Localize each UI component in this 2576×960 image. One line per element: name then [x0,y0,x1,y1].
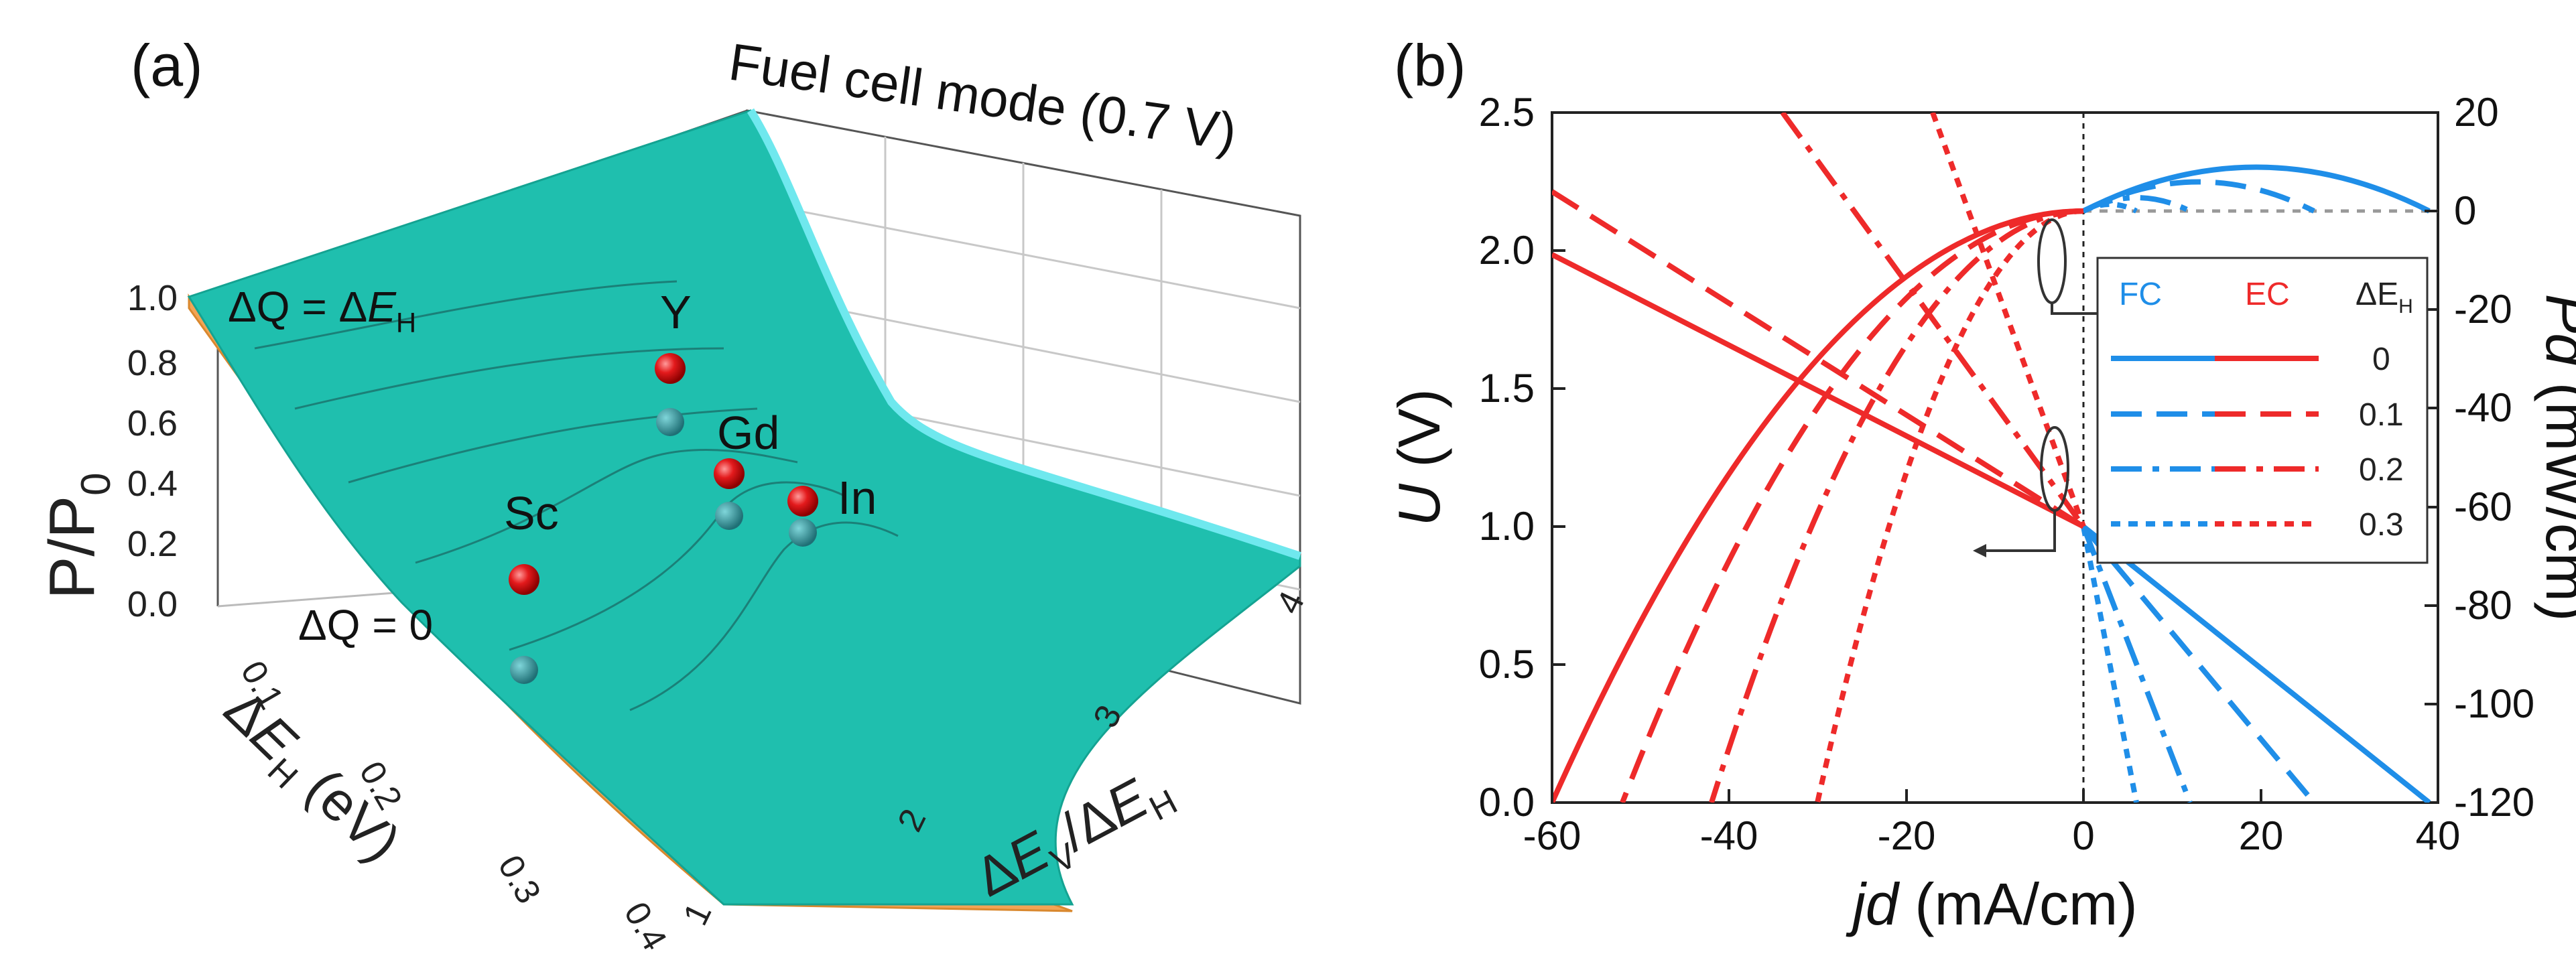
contour-line [629,521,899,711]
panel-b-label: (b) [1394,32,1466,98]
point-sc [509,564,539,595]
u-ec-0.1 [1552,189,2085,529]
pd-fc-0.3 [2082,202,2138,214]
legend-header-ec: EC [2245,277,2290,312]
panel-a-label: (a) [131,32,203,98]
u-fc-0.2 [2081,525,2193,803]
y2-tick-label: -100 [2454,681,2534,726]
point-in [787,486,818,517]
y2-tick-label: -60 [2454,484,2512,529]
pd-fc-0.1 [2082,179,2315,214]
x-tick-label: 0.4 [617,896,674,957]
x-tick-label: 40 [2416,813,2461,858]
pd-ec-0 [1552,208,2084,803]
y-tick-label: 2.0 [1479,228,1535,273]
panel-b: (b) [1386,32,2576,937]
x-tick-label: 20 [2239,813,2284,858]
y-tick-label: 1 [676,897,720,931]
x-tick-label: -40 [1700,813,1758,858]
plot-curves [1552,113,2431,803]
y2-tick-label: 20 [2454,90,2499,135]
legend-label-0.3: 0.3 [2359,507,2404,543]
point-shadow-y [656,408,684,436]
legend-header-fc: FC [2119,277,2162,312]
z-tick-label: 0.4 [127,464,178,504]
contour-line [254,280,678,350]
panel-a: (a) Fuel cell mode (0.7 V) [36,32,1312,957]
surface-right-edge [747,108,1301,560]
point-label-in: In [838,472,877,524]
point-shadow-in [789,519,817,547]
y-tick-label: 1.5 [1479,366,1535,411]
pd-fc-0.2 [2082,195,2191,214]
y2-axis-b: -120 -100 -80 -60 -40 -20 0 20 Pd (mW/cm… [2454,90,2576,825]
z-tick-label: 0.6 [127,403,178,443]
u-fc-0.3 [2081,526,2139,803]
point-label-sc: Sc [504,487,559,539]
point-shadow-gd [715,502,743,530]
legend-header-deh: ΔEH [2356,277,2413,318]
x-tick-label: -60 [1523,813,1582,858]
y-tick-label: 2.5 [1479,90,1535,135]
z-tick-label: 0.8 [127,343,178,383]
legend-label-0: 0 [2372,342,2390,377]
x-axis-b: -60 -40 -20 0 20 40 jd (mA/cm) [1523,813,2461,937]
point-y [655,353,686,384]
data-points: Sc Y Gd In [504,286,877,684]
legend-box [2096,257,2429,564]
indicator-arrowhead-voltage [1973,544,1986,557]
z-axis-title: P/P0 [36,472,119,599]
y2-tick-label: -20 [2454,287,2512,332]
legend-label-0.2: 0.2 [2359,452,2404,488]
y2-tick-label: -80 [2454,583,2512,628]
contour-line [294,347,724,410]
z-tick-label: 0.0 [127,584,178,624]
indicator-arrow-voltage [1981,510,2056,552]
y2-axis-title: Pd (mW/cm) [2534,294,2576,622]
z-axis: 0.0 0.2 0.4 0.6 0.8 1.0 P/P0 [36,278,178,624]
annotation-dq-zero: ΔQ = 0 [298,601,433,649]
y-axis-title: U (V) [1386,389,1452,526]
annotation-dq-eq-deh: ΔQ = ΔEH [228,283,416,338]
y2-tick-label: -120 [2454,780,2534,825]
contour-line [348,407,758,484]
u-ec-0.3 [1930,113,2086,528]
z-tick-label: 0.2 [127,524,178,564]
u-fc-0.1 [2081,525,2317,803]
z-tick-label: 1.0 [127,278,178,318]
legend: FC EC ΔEH 0 0.1 0.2 0.3 [2096,257,2429,564]
x-axis-title: jd (mA/cm) [1846,871,2137,937]
y2-tick-label: -40 [2454,385,2512,430]
u-ec-0.2 [1780,113,2086,529]
plot-frame [1551,111,2439,804]
x-tick-label: 0 [2072,813,2094,858]
point-label-y: Y [660,286,692,338]
legend-label-0.1: 0.1 [2359,397,2404,433]
u-ec-0 [1552,252,2085,529]
y-tick-label: 0.0 [1479,780,1535,825]
x-tick-label: -20 [1878,813,1936,858]
y-axis-b: 0.0 0.5 1.0 1.5 2.0 2.5 U (V) [1386,90,1535,825]
y-tick-label: 0.5 [1479,642,1535,687]
contour-line [415,448,798,564]
u-fc-0 [2081,524,2431,803]
indicator-ellipse-power [2037,218,2067,304]
panel-a-title: Fuel cell mode (0.7 V) [726,32,1240,161]
y2-tick-label: 0 [2454,188,2476,233]
x-tick-label: 0.3 [491,849,548,910]
contours [254,280,899,711]
point-label-gd: Gd [717,407,779,459]
pd-ec-0.1 [1620,208,2084,803]
pd-ec-0.3 [1815,208,2084,803]
point-shadow-sc [510,656,538,684]
y-tick-label: 4 [1269,586,1313,620]
indicator-arrow-power [2051,303,2116,315]
y-tick-label: 1.0 [1479,504,1535,549]
point-gd [714,458,745,489]
pd-ec-0.2 [1709,208,2084,803]
